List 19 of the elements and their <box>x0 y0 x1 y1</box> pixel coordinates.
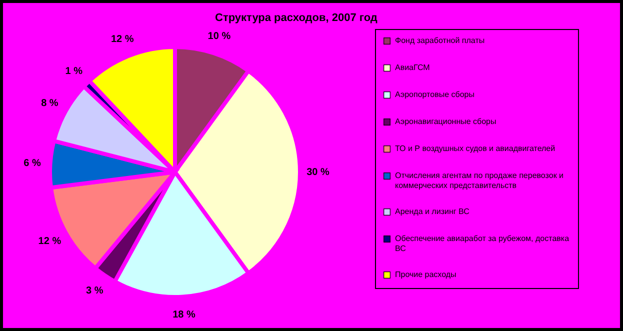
data-label: 12 % <box>110 34 134 46</box>
legend-label: Фонд заработной платы <box>395 36 485 45</box>
data-label: 10 % <box>208 31 231 42</box>
legend-label: ТО и Р воздушных судов и авиадвигателей <box>395 144 556 153</box>
data-label: 6 % <box>24 158 42 170</box>
legend-label: АвиаГСМ <box>395 63 430 72</box>
legend-label: Аэронавигационные сборы <box>395 117 497 126</box>
data-label: 12 % <box>38 236 62 247</box>
legend-label: Обеспечение авиаработ за рубежом, доставка ВС <box>395 234 570 253</box>
legend-label: Аренда и лизинг ВС <box>395 207 470 216</box>
data-label: 1 % <box>65 66 83 77</box>
legend-label: Прочие расходы <box>395 270 457 279</box>
legend-label: Аэропортовые сборы <box>395 90 475 99</box>
chart-title: Структура расходов, 2007 год <box>215 12 378 24</box>
data-label: 8 % <box>41 98 58 110</box>
data-label: 30 % <box>306 167 330 178</box>
data-label: 3 % <box>86 285 104 296</box>
data-label: 18 % <box>172 310 196 321</box>
legend-label: Отчисления агентам по продаже перевозок и коммерческих представительств <box>395 171 564 190</box>
